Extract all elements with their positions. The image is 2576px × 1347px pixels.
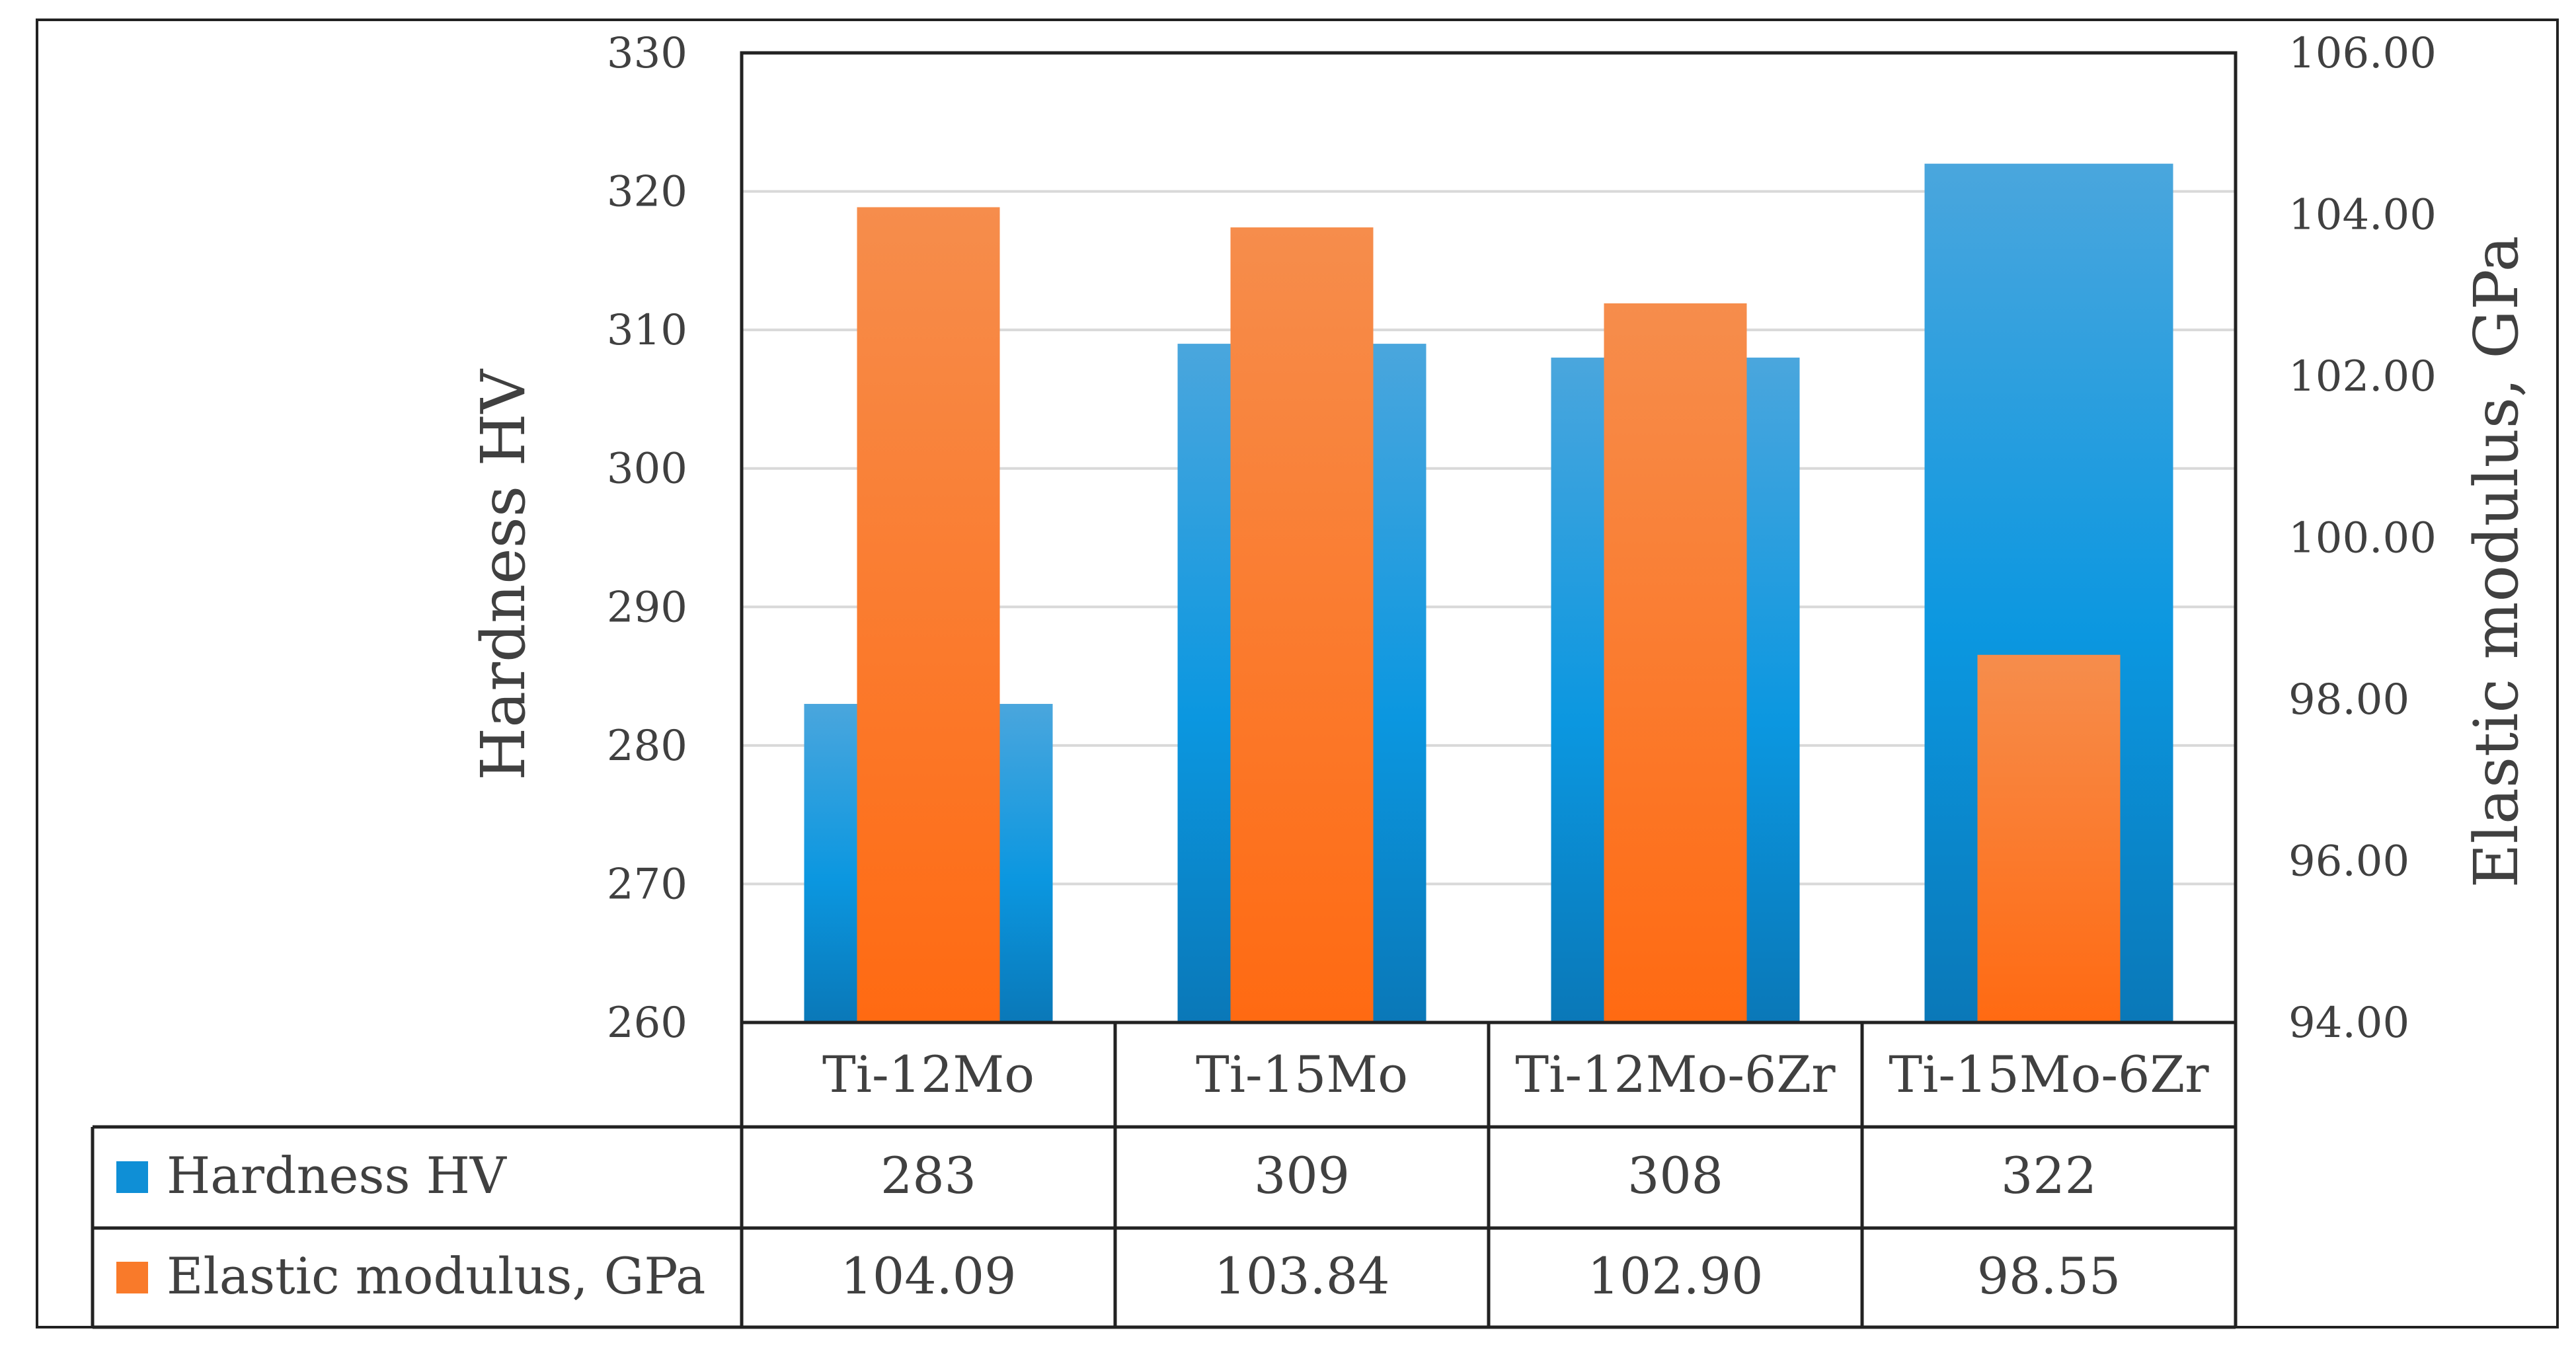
bar-elastic-modulus (1230, 227, 1374, 1022)
right-tick-label: 102.00 (2288, 352, 2437, 401)
left-tick-label: 290 (607, 583, 687, 632)
left-tick-label: 330 (607, 29, 687, 78)
legend-key (116, 1161, 148, 1193)
left-tick-label: 270 (607, 860, 687, 909)
series-label: Elastic modulus, GPa (167, 1247, 705, 1305)
bar-elastic-modulus (857, 207, 1000, 1022)
right-tick-label: 104.00 (2288, 191, 2437, 240)
right-tick-label: 94.00 (2288, 999, 2409, 1048)
right-tick-label: 100.00 (2288, 514, 2437, 563)
category-label: Ti-15Mo (1196, 1045, 1408, 1104)
left-axis-ticks: 260 270 280 290 300 310 320 330 (607, 29, 687, 1048)
table-cell-value: 98.55 (1977, 1247, 2121, 1305)
left-tick-label: 300 (607, 445, 687, 494)
right-tick-label: 96.00 (2288, 837, 2409, 886)
left-tick-label: 310 (607, 306, 687, 355)
right-tick-label: 98.00 (2288, 675, 2409, 724)
series-label: Hardness HV (167, 1146, 507, 1205)
right-axis-title: Elastic modulus, GPa (2461, 235, 2532, 888)
table-cell-value: 283 (880, 1146, 976, 1205)
bar-elastic-modulus (1604, 303, 1747, 1023)
left-tick-label: 320 (607, 168, 687, 217)
table-cell-value: 103.84 (1214, 1247, 1390, 1305)
data-table: Ti-12Mo Ti-15Mo Ti-12Mo-6Zr Ti-15Mo-6Zr Hard… (91, 1022, 2238, 1329)
category-label: Ti-12Mo-6Zr (1515, 1045, 1836, 1104)
right-tick-label: 106.00 (2288, 29, 2437, 78)
table-cell-value: 322 (2001, 1146, 2097, 1205)
bars (804, 163, 2173, 1023)
category-label: Ti-15Mo-6Zr (1889, 1045, 2209, 1104)
table-cell-value: 102.90 (1588, 1247, 1764, 1305)
table-cell-value: 104.09 (841, 1247, 1017, 1305)
bar-elastic-modulus (1977, 654, 2121, 1022)
left-axis-title: Hardness HV (468, 368, 539, 781)
category-label: Ti-12Mo (822, 1045, 1034, 1104)
legend-key (116, 1262, 148, 1293)
right-axis-ticks: 94.00 96.00 98.00 100.00 102.00 104.00 106.00 (2288, 29, 2437, 1048)
left-tick-label: 280 (607, 722, 687, 771)
table-cell-value: 309 (1254, 1146, 1350, 1205)
left-tick-label: 260 (607, 999, 687, 1048)
table-cell-value: 308 (1627, 1146, 1723, 1205)
